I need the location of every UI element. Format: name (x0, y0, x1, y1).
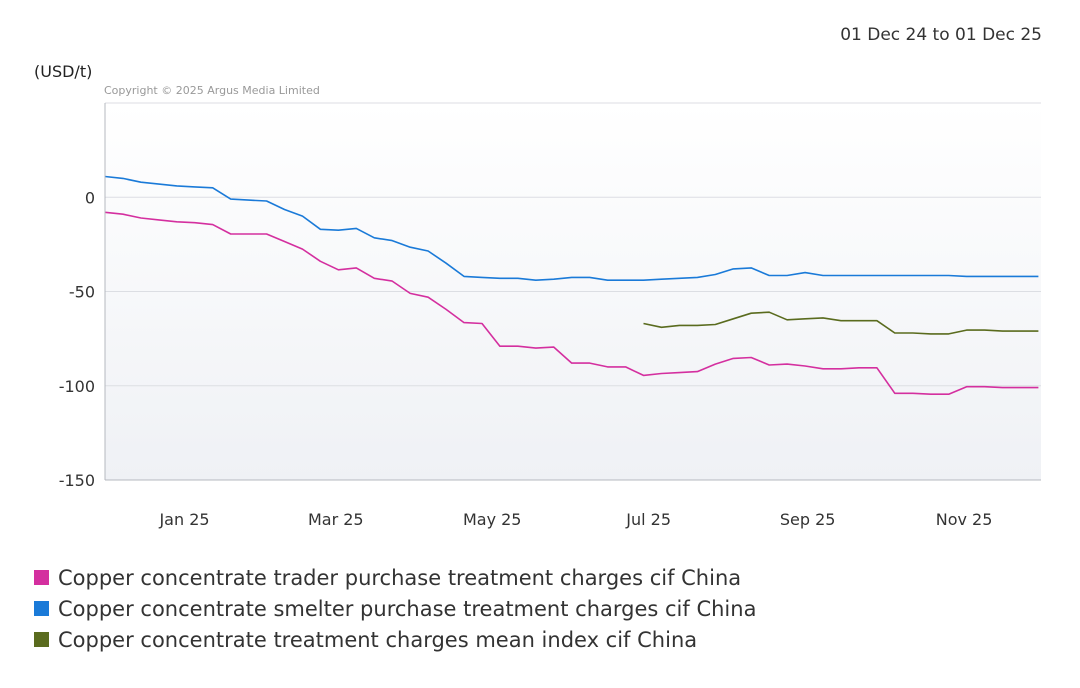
y-tick-label: -150 (59, 471, 95, 490)
legend-swatch-mean-index (34, 632, 49, 647)
x-tick-label: May 25 (463, 510, 522, 529)
copyright-notice: Copyright © 2025 Argus Media Limited (104, 84, 320, 97)
legend-item-mean-index[interactable]: Copper concentrate treatment charges mea… (34, 624, 756, 655)
date-range: 01 Dec 24 to 01 Dec 25 (840, 25, 1042, 45)
legend-label-smelter: Copper concentrate smelter purchase trea… (58, 596, 757, 621)
legend-label-mean-index: Copper concentrate treatment charges mea… (58, 627, 698, 652)
series-line-mean-index (643, 311, 1039, 335)
series-line-trader (104, 211, 1039, 396)
x-tick-label: Sep 25 (780, 510, 836, 529)
series-line-smelter (104, 175, 1039, 282)
legend-swatch-trader (34, 570, 49, 585)
x-tick-label: Mar 25 (308, 510, 364, 529)
legend-label-trader: Copper concentrate trader purchase treat… (58, 565, 742, 590)
y-axis-unit-label: (USD/t) (34, 62, 93, 81)
y-tick-label: -50 (69, 283, 95, 302)
legend-item-trader[interactable]: Copper concentrate trader purchase treat… (34, 562, 756, 593)
x-tick-label: Nov 25 (936, 510, 993, 529)
legend-swatch-smelter (34, 601, 49, 616)
line-chart: 0 -50 -100 -150 Jan 25 Mar 25 May 25 Jul 25 Sep… (59, 102, 1041, 529)
legend-item-smelter[interactable]: Copper concentrate smelter purchase trea… (34, 593, 756, 624)
x-tick-label: Jan 25 (158, 510, 209, 529)
y-tick-label: 0 (85, 188, 95, 207)
x-tick-label: Jul 25 (625, 510, 671, 529)
legend: Copper concentrate trader purchase treat… (34, 562, 756, 655)
y-tick-label: -100 (59, 377, 95, 396)
